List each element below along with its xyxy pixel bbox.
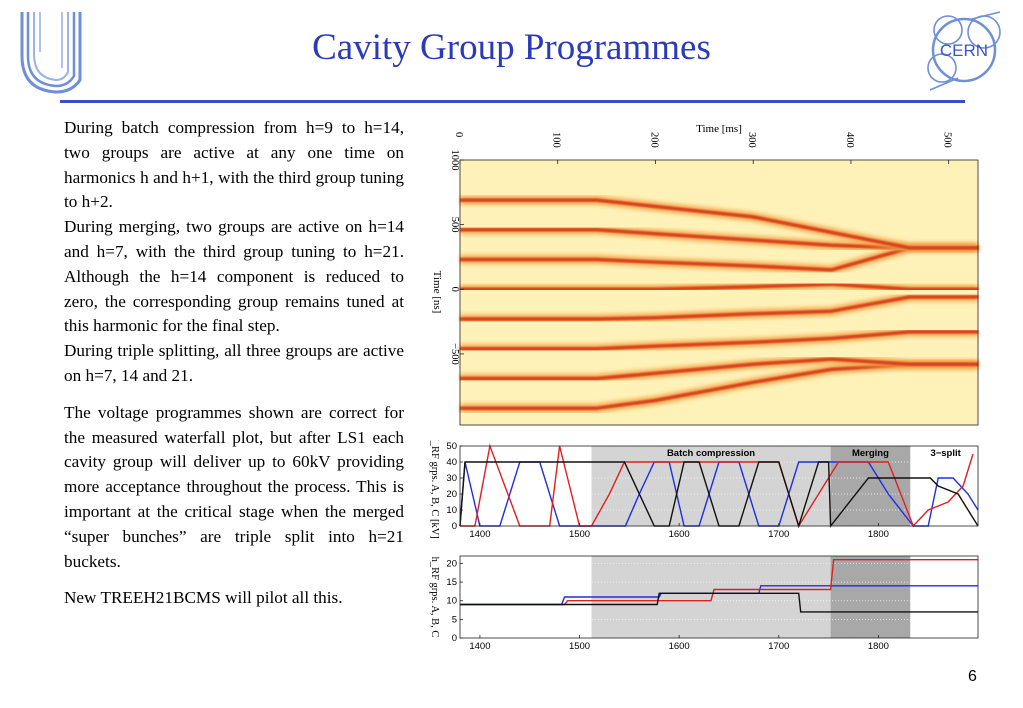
region-label: Merging (852, 448, 889, 459)
region-label: Batch compression (667, 448, 755, 459)
bunch-trace (460, 357, 978, 381)
x-tick-label: 1800 (868, 529, 889, 540)
x-tick-label: 1400 (469, 641, 490, 652)
x-tick-label: 1600 (669, 641, 690, 652)
x-tick-label: 1600 (669, 529, 690, 540)
shaded-region (830, 556, 911, 638)
region-label: 3−split (930, 448, 961, 459)
y-tick-label: 30 (446, 473, 457, 484)
y-tick-label: 500 (449, 217, 460, 233)
x-tick-label: 1700 (768, 641, 789, 652)
paragraph-treeh21bcms: New TREEH21BCMS will pilot all this. (64, 588, 343, 608)
cern-logo-text: CERN (940, 41, 988, 60)
page-number: 6 (968, 668, 977, 685)
y-tick-label: 40 (446, 457, 457, 468)
y-tick-label: 0 (452, 633, 457, 644)
y-tick-label: 50 (446, 441, 457, 452)
y-tick-label: 15 (446, 577, 457, 588)
waterfall-y-label: Time [ns] (431, 271, 443, 314)
x-tick-label: 100 (551, 132, 562, 148)
harmonic-plot: 1400 1500 1600 1700 1800 0 5 10 15 20 h_RF grps. … (429, 555, 979, 652)
y-tick-label: 20 (446, 558, 457, 569)
x-tick-label: 1500 (569, 641, 590, 652)
body-text: During batch compression from h=9 to h=1… (64, 116, 404, 611)
x-tick-label: 500 (942, 132, 953, 148)
y-tick-label: 5 (452, 614, 457, 625)
slide-title: Cavity Group Programmes (312, 27, 711, 68)
x-tick-label: 1500 (569, 529, 590, 540)
university-logo (20, 12, 82, 94)
paragraph-merging: During merging, two groups are active on… (64, 217, 404, 336)
voltage-y-label: V_RF grps. A, B, C [kV] (429, 440, 440, 539)
x-tick-label: 400 (844, 132, 855, 148)
y-tick-label: 0 (452, 521, 457, 532)
y-tick-label: 10 (446, 505, 457, 516)
x-tick-label: 1400 (469, 529, 490, 540)
bunch-trace (460, 282, 978, 292)
x-tick-label: 1800 (868, 641, 889, 652)
paragraph-triple-splitting: During triple splitting, all three group… (64, 341, 404, 385)
bunch-trace (460, 330, 978, 351)
harmonic-y-label: h_RF grps. A, B, C (429, 557, 440, 638)
bunch-trace (460, 198, 978, 250)
y-tick-label: 0 (449, 287, 460, 292)
x-tick-label: 200 (648, 132, 659, 148)
series-c-line (460, 592, 978, 613)
voltage-plot: Batch compression Merging 3−split 1400 1500… (429, 440, 979, 540)
shaded-region (913, 556, 978, 638)
shaded-region (913, 446, 978, 526)
y-tick-label: −500 (449, 343, 460, 365)
y-tick-label: 20 (446, 489, 457, 500)
bunch-trace (460, 295, 978, 321)
paragraph-batch-compression: During batch compression from h=9 to h=1… (64, 118, 404, 212)
series-a-line (460, 585, 978, 606)
x-tick-label: 1700 (768, 529, 789, 540)
x-tick-label: 0 (453, 132, 464, 137)
title-rule (60, 100, 965, 103)
y-tick-label: 10 (446, 596, 457, 607)
series-c-line (459, 461, 979, 529)
waterfall-x-label: Time [ms] (696, 123, 742, 135)
cern-logo: CERN (927, 11, 1001, 91)
y-tick-label: 1000 (449, 150, 460, 171)
paragraph-voltage-programmes: The voltage programmes shown are correct… (64, 402, 404, 571)
waterfall-plot: 0 100 200 300 400 500 −500 0 500 1000 Time [ms] T… (431, 123, 979, 426)
x-tick-label: 300 (746, 132, 757, 148)
